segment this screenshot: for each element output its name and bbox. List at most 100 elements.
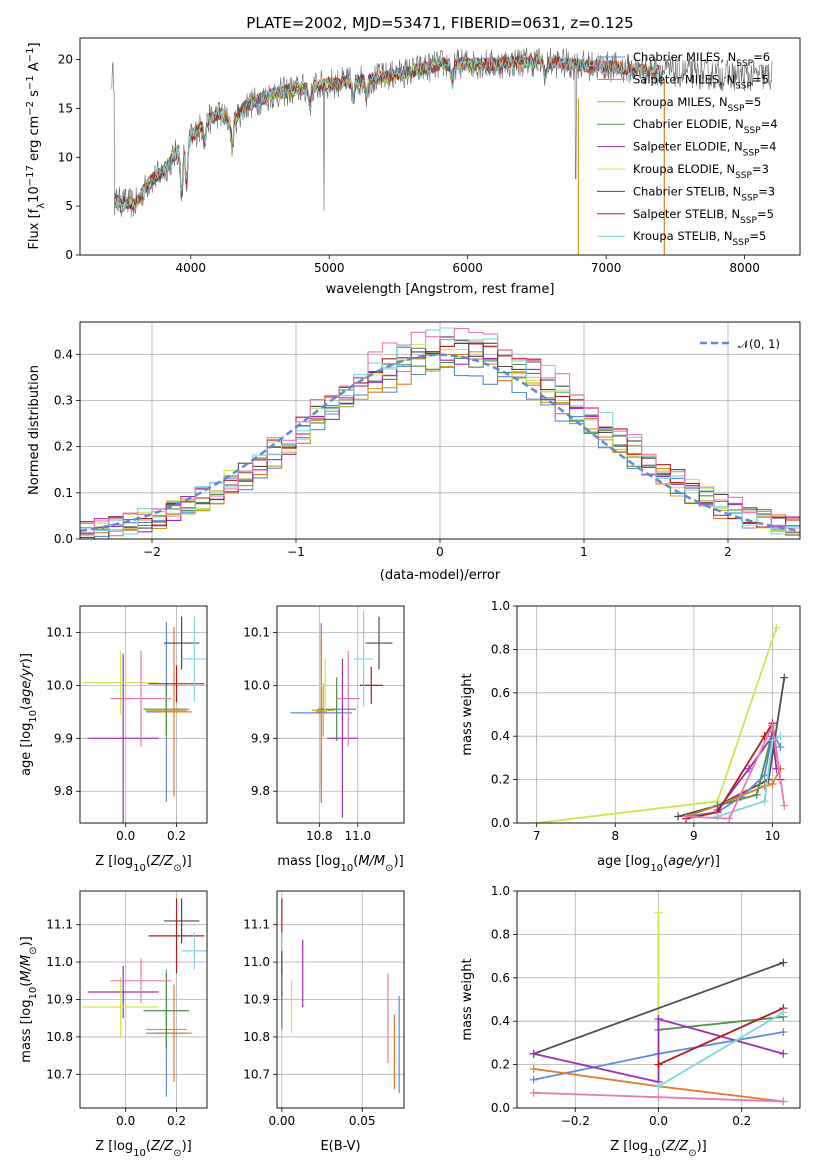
label-part: mass [log	[19, 999, 34, 1062]
legend-entry: Kroupa MILES, NSSP=5	[633, 95, 761, 114]
y-tick-label: 0.0	[491, 816, 510, 830]
label-part: 10	[28, 987, 39, 1000]
y-tick-label: 0.0	[491, 1101, 510, 1115]
label-part: Flux [f	[27, 208, 42, 249]
y-tick-label: 0.8	[491, 927, 510, 941]
x-tick-label: 5000	[314, 261, 345, 275]
y-axis-label: mass weight	[460, 673, 475, 755]
x-tick-label: 0.0	[116, 829, 135, 843]
x-tick-label: 0.2	[167, 829, 186, 843]
axes-frame	[79, 890, 208, 1109]
legend-entry: Chabrier ELODIE, NSSP=4	[633, 117, 778, 136]
y-tick-label: 15	[58, 101, 73, 115]
weight-line-salpeter_stelib	[658, 1007, 784, 1066]
label-part: age/yr	[19, 662, 34, 705]
x-tick-label: 0.05	[349, 1114, 376, 1128]
weight-line-kroupa_stelib	[658, 1011, 784, 1088]
label-part: Z/Z	[150, 854, 174, 869]
label-part: erg cm	[27, 116, 42, 165]
label-part: (	[146, 854, 151, 869]
label-part: −17	[25, 165, 36, 186]
y-axis-label: age [log10(age/yr)]	[19, 653, 39, 776]
weight-line-chabrier_elodie	[658, 1016, 784, 1031]
weight-line-chabrier_stelib	[677, 677, 786, 818]
plot-area	[80, 327, 800, 539]
legend-sub: SSP	[733, 238, 750, 248]
y-tick-label: 11.0	[243, 955, 270, 969]
y-tick-label: 1.0	[491, 599, 510, 613]
plot-area	[111, 47, 773, 255]
x-tick-label: −1	[287, 545, 305, 559]
legend-entry: Chabrier MILES, NSSP=6	[633, 50, 770, 69]
y-tick-label: 0.2	[491, 773, 510, 787]
label-part: mass weight	[460, 673, 475, 755]
legend-count: =5	[757, 207, 774, 221]
weight-vs-metallicity-panel: −0.2 0.0 0.2 0.0 0.2 0.4 0.6 0.8 1.0 Z [log10(Z/Z…	[460, 884, 801, 1159]
label-part: Z/Z	[665, 1139, 689, 1154]
axes-frame	[79, 605, 208, 824]
legend-text: Kroupa STELIB, N	[633, 229, 733, 243]
y-tick-label: 9.9	[251, 731, 270, 745]
axes-frame	[79, 37, 801, 256]
label-part: (	[663, 854, 668, 869]
model-spectrum-kroupa_stelib	[114, 54, 662, 210]
legend-count: =6	[753, 50, 770, 64]
label-part: )]	[697, 1139, 707, 1154]
legend-text: Chabrier ELODIE, N	[633, 117, 744, 131]
figure-title: PLATE=2002, MJD=53471, FIBERID=0631, z=0…	[246, 14, 633, 32]
x-tick-label: 10	[765, 829, 780, 843]
observed-spectrum	[111, 47, 773, 218]
y-tick-label: 10.0	[243, 678, 270, 692]
legend-text: Salpeter STELIB, N	[633, 207, 740, 221]
label-part: (	[19, 705, 34, 710]
x-tick-label: 6000	[452, 261, 483, 275]
legend-entry: Kroupa ELODIE, NSSP=3	[633, 162, 769, 181]
label-part: ⊙	[688, 1148, 696, 1159]
legend-entry: Kroupa STELIB, NSSP=5	[633, 229, 766, 248]
legend-sub: SSP	[743, 149, 760, 159]
histogram-pink	[80, 328, 800, 534]
y-tick-label: 10.9	[243, 993, 270, 1007]
axes-frame	[79, 321, 801, 540]
label-part: 10	[648, 1148, 661, 1159]
label-part: λ	[36, 203, 47, 209]
label-part: −1	[25, 48, 36, 63]
x-tick-label: 8000	[729, 261, 760, 275]
label-part: (	[661, 1139, 666, 1154]
label-part: −2	[25, 101, 36, 116]
residuals-panel: −2 −1 0 1 2 0.0 0.1 0.2 0.3 0.4 𝒩(0, 1) (data-model…	[27, 321, 801, 583]
legend-entry: Chabrier STELIB, NSSP=3	[633, 184, 775, 203]
label-part: age [log	[597, 854, 650, 869]
x-tick-label: 2	[724, 545, 732, 559]
y-tick-label: 10.1	[46, 625, 73, 639]
plot-area	[281, 898, 400, 1094]
x-axis-label: wavelength [Angstrom, rest frame]	[326, 282, 555, 297]
label-part: )]	[19, 936, 34, 946]
legend-entry: 𝒩(0, 1)	[738, 337, 780, 351]
y-tick-label: 0.3	[54, 393, 73, 407]
x-axis-label: Z [log10(Z/Z⊙)]	[95, 854, 192, 874]
y-tick-label: 10.1	[243, 625, 270, 639]
label-part: age/yr	[668, 854, 711, 869]
label-part: 10	[27, 186, 42, 203]
x-tick-label: 7	[533, 829, 541, 843]
legend-entry: Salpeter MILES, NSSP=5	[633, 72, 769, 91]
legend-text: Salpeter MILES, N	[633, 72, 735, 86]
y-tick-label: 1.0	[491, 884, 510, 898]
y-tick-label: 10.8	[243, 1030, 270, 1044]
plot-area	[82, 616, 207, 823]
x-tick-label: 0.0	[649, 1114, 668, 1128]
x-tick-label: 0.2	[167, 1114, 186, 1128]
x-tick-label: 11.0	[344, 829, 371, 843]
y-tick-label: 10.7	[46, 1067, 73, 1081]
legend-sub: SSP	[741, 193, 758, 203]
legend-text: Chabrier STELIB, N	[633, 184, 741, 198]
y-tick-label: 11.0	[46, 955, 73, 969]
x-tick-label: 4000	[175, 261, 206, 275]
y-tick-label: 0.2	[491, 1058, 510, 1072]
label-part: Z/Z	[150, 1139, 174, 1154]
y-tick-label: 9.8	[54, 784, 73, 798]
x-tick-label: 0.0	[116, 1114, 135, 1128]
x-axis-label: (data-model)/error	[380, 568, 501, 583]
